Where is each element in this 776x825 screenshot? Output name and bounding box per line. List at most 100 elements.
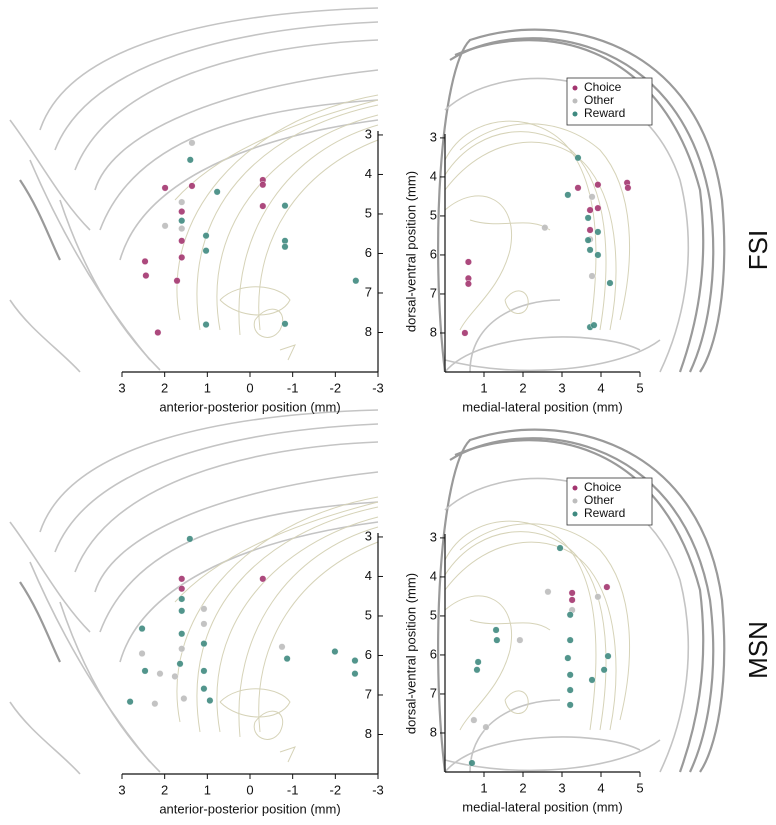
y-tick-label: 8 <box>365 726 372 741</box>
data-point <box>178 630 186 638</box>
x-tick-label: 2 <box>161 380 168 395</box>
x-tick-label: -3 <box>372 782 384 797</box>
data-point <box>188 139 196 147</box>
row-label: FSI <box>743 230 773 270</box>
x-tick-label: 3 <box>118 380 125 395</box>
legend-box <box>566 77 653 126</box>
x-tick-label: 1 <box>204 782 211 797</box>
data-point <box>178 217 186 225</box>
data-point <box>568 596 576 604</box>
y-tick-label: 4 <box>430 568 437 583</box>
y-tick-label: 4 <box>365 568 372 583</box>
x-tick-label: -1 <box>287 782 299 797</box>
y-tick-label: 3 <box>365 528 372 543</box>
data-point <box>461 329 469 337</box>
data-point <box>606 279 614 287</box>
data-point <box>586 226 594 234</box>
x-tick-label: 5 <box>636 780 643 795</box>
data-point <box>200 605 208 613</box>
y-tick-label: 5 <box>430 207 437 222</box>
data-point <box>594 204 602 212</box>
y-tick-label: 8 <box>365 324 372 339</box>
data-point <box>281 237 289 245</box>
legend-marker <box>572 485 578 491</box>
data-point <box>574 154 582 162</box>
x-tick-label: 1 <box>480 780 487 795</box>
y-tick-label: 6 <box>365 647 372 662</box>
x-tick-label: 1 <box>204 380 211 395</box>
data-point <box>624 184 632 192</box>
data-point <box>141 667 149 675</box>
data-point <box>178 208 186 216</box>
data-point <box>281 243 289 251</box>
data-point <box>126 698 134 706</box>
legend-marker <box>572 98 578 104</box>
data-point <box>278 643 286 651</box>
data-point <box>178 595 186 603</box>
data-point <box>516 636 524 644</box>
data-point <box>566 701 574 709</box>
x-axis-label: medial-lateral position (mm) <box>462 799 622 814</box>
data-point <box>156 670 164 678</box>
y-tick-label: 3 <box>430 529 437 544</box>
data-point <box>590 321 598 329</box>
data-point <box>574 184 582 192</box>
data-point <box>178 237 186 245</box>
x-axis-label: anterior-posterior position (mm) <box>159 801 340 816</box>
data-point <box>178 575 186 583</box>
data-point <box>588 193 596 201</box>
data-point <box>566 686 574 694</box>
y-axis-label: dorsal-ventral position (mm) <box>403 573 418 734</box>
data-point <box>283 655 291 663</box>
atlas-outline <box>8 408 380 776</box>
y-tick-label: 5 <box>365 205 372 220</box>
data-point <box>188 182 196 190</box>
data-point <box>138 650 146 658</box>
data-point <box>493 636 501 644</box>
data-point <box>544 588 552 596</box>
x-tick-label: 3 <box>558 780 565 795</box>
y-tick-label: 7 <box>430 285 437 300</box>
x-axis-label: anterior-posterior position (mm) <box>159 399 340 414</box>
y-tick-label: 3 <box>430 129 437 144</box>
data-point <box>468 759 476 767</box>
x-tick-label: -3 <box>372 380 384 395</box>
y-tick-label: 4 <box>365 166 372 181</box>
data-point <box>482 723 490 731</box>
data-point <box>206 697 214 705</box>
data-point <box>200 667 208 675</box>
data-point <box>588 676 596 684</box>
x-axis-label: medial-lateral position (mm) <box>462 399 622 414</box>
y-tick-label: 8 <box>430 724 437 739</box>
y-tick-label: 8 <box>430 324 437 339</box>
data-point <box>352 277 360 285</box>
data-point <box>141 257 149 265</box>
data-point <box>200 620 208 628</box>
data-point <box>564 191 572 199</box>
x-tick-label: -2 <box>330 380 342 395</box>
y-axis-label: dorsal-ventral position (mm) <box>403 171 418 332</box>
data-point <box>541 224 549 232</box>
data-point <box>178 585 186 593</box>
legend-label: Reward <box>584 506 625 520</box>
data-point <box>556 544 564 552</box>
data-point <box>586 206 594 214</box>
data-point <box>584 236 592 244</box>
data-point <box>176 660 184 668</box>
x-tick-label: 2 <box>161 782 168 797</box>
x-tick-label: 2 <box>519 380 526 395</box>
x-tick-label: 2 <box>519 780 526 795</box>
data-point <box>566 671 574 679</box>
data-point <box>200 685 208 693</box>
data-point <box>473 666 481 674</box>
legend-label: Choice <box>584 480 622 494</box>
y-tick-label: 7 <box>365 686 372 701</box>
x-tick-label: 3 <box>558 380 565 395</box>
x-tick-label: 1 <box>480 380 487 395</box>
legend-box <box>566 477 653 526</box>
data-point <box>202 321 210 329</box>
data-point <box>564 654 572 662</box>
data-point <box>161 184 169 192</box>
